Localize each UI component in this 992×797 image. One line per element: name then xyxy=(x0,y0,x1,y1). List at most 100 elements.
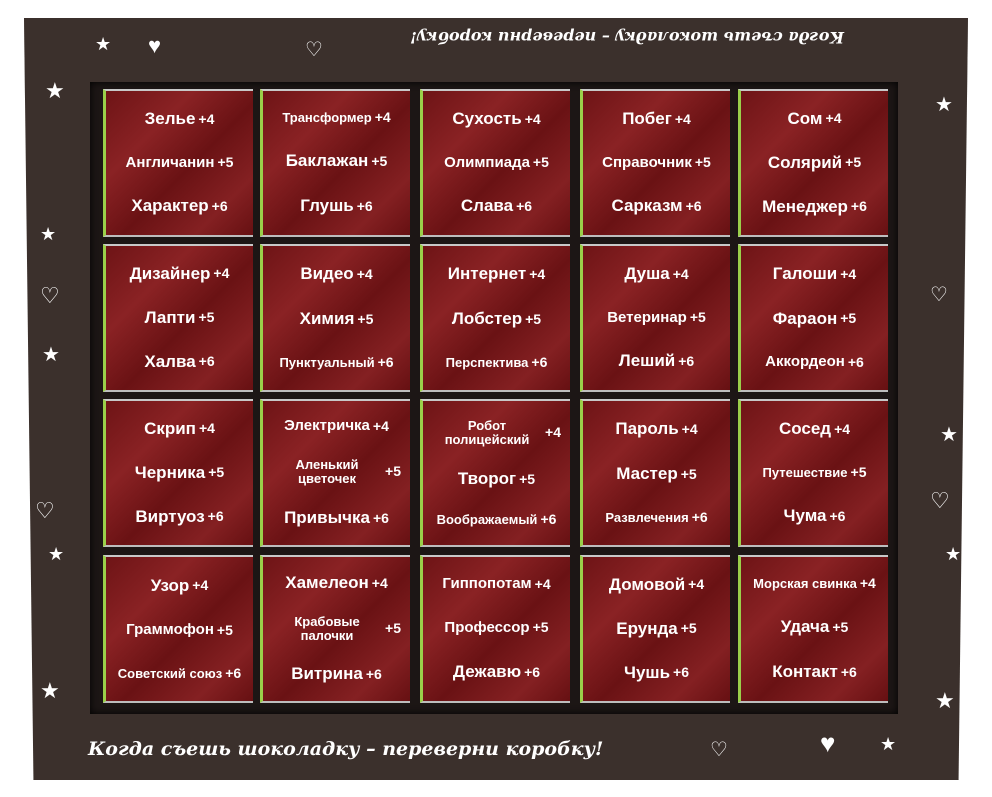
heart-icon: ♡ xyxy=(40,283,60,308)
word: Душа xyxy=(624,264,670,284)
points: +5 xyxy=(208,464,225,481)
word: Чума xyxy=(783,506,827,526)
word-line: Англичанин +5 xyxy=(126,154,234,172)
points: +6 xyxy=(847,354,864,370)
word: Перспектива xyxy=(445,354,529,370)
word: Узор xyxy=(150,575,190,595)
heart-icon: ♥ xyxy=(148,33,162,58)
word-line: Перспектива +6 xyxy=(445,354,548,370)
points: +6 xyxy=(540,511,557,528)
word-line: Солярий +5 xyxy=(767,152,862,173)
points: +6 xyxy=(524,663,541,680)
points: +5 xyxy=(525,310,542,327)
heart-icon: ♡ xyxy=(710,739,728,761)
points: +5 xyxy=(680,465,697,482)
chocolate-tile: Галоши +4 Фараон +5 Аккордеон +6 xyxy=(738,244,888,392)
points: +6 xyxy=(685,197,702,214)
chocolate-tile: Скрип +4 Черника +5 Виртуоз +6 xyxy=(103,399,253,547)
word: Виртуоз xyxy=(135,506,205,526)
word-line: Мастер +5 xyxy=(616,465,696,484)
word: Пароль xyxy=(615,419,679,439)
points: +6 xyxy=(516,197,533,214)
word: Характер xyxy=(131,196,209,216)
word: Витрина xyxy=(291,664,363,684)
word: Аленький цветочек xyxy=(295,456,359,486)
word: Воображаемый xyxy=(436,511,538,527)
points: +4 xyxy=(681,420,698,437)
word-line: Олимпиада +5 xyxy=(444,154,549,172)
chocolate-tile: Побег +4 Справочник +5 Сарказм +6 xyxy=(580,89,730,237)
word: Аккордеон xyxy=(765,353,845,371)
word: Мастер xyxy=(616,464,678,484)
word-line: Аккордеон +6 xyxy=(765,354,864,371)
word-line: Чума +6 xyxy=(783,506,846,526)
word: Галоши xyxy=(772,264,838,284)
heart-icon: ♡ xyxy=(930,284,948,306)
star-icon: ★ xyxy=(40,678,60,703)
chocolate-tile: Пароль +4 Мастер +5 Развлечения +6 xyxy=(580,399,730,547)
word: Путешествие xyxy=(762,464,848,480)
chocolate-tile: Хамелеон +4 Крабовые палочки +5 Витрина +6 xyxy=(260,555,410,703)
word-line: Характер +6 xyxy=(131,197,227,216)
points: +5 xyxy=(217,154,234,171)
points: +6 xyxy=(207,508,224,525)
word: Солярий xyxy=(767,152,843,172)
star-icon: ★ xyxy=(940,424,958,446)
star-icon: ★ xyxy=(935,688,955,713)
points: +4 xyxy=(840,265,857,282)
word-line: Морская свинка +4 xyxy=(753,575,876,591)
chocolate-tile: Видео +4 Химия +5 Пунктуальный +6 xyxy=(260,244,410,392)
word-line: Пунктуальный +6 xyxy=(279,354,393,370)
bottom-caption: Когда съешь шоколадку – переверни коробк… xyxy=(88,738,604,760)
word-line: Слава +6 xyxy=(461,197,532,216)
points: +5 xyxy=(694,154,711,171)
star-icon: ★ xyxy=(48,544,65,564)
points: +4 xyxy=(529,265,546,282)
word: Лапти xyxy=(144,307,196,327)
word: Халва xyxy=(144,351,196,371)
word: Хамелеон xyxy=(285,573,369,592)
word: Профессор xyxy=(444,618,530,636)
points: +5 xyxy=(519,470,536,487)
word: Сухость xyxy=(452,109,522,129)
chocolate-tile: Морская свинка +4 Удача +5 Контакт +6 xyxy=(738,555,888,703)
word-line: Справочник +5 xyxy=(602,154,711,172)
chocolate-tile: Гиппопотам +4 Профессор +5 Дежавю +6 xyxy=(420,555,570,703)
chocolate-tile: Сосед +4 Путешествие +5 Чума +6 xyxy=(738,399,888,547)
word-line: Трансформер +4 xyxy=(282,109,390,125)
word: Сарказм xyxy=(611,196,683,216)
points: +4 xyxy=(371,574,388,591)
points: +6 xyxy=(678,352,695,369)
star-icon: ★ xyxy=(945,544,962,564)
word: Домовой xyxy=(608,574,686,594)
word: Видео xyxy=(300,264,354,284)
points: +5 xyxy=(845,154,862,171)
word: Дизайнер xyxy=(129,263,211,283)
points: +4 xyxy=(356,265,373,282)
points: +5 xyxy=(532,619,549,636)
word-line: Черника +5 xyxy=(134,462,225,483)
points: +4 xyxy=(524,110,541,127)
word-line: Фараон +5 xyxy=(773,309,856,329)
chocolate-tile: Узор +4 Граммофон +5 Советский союз +6 xyxy=(103,555,253,703)
word: Пунктуальный xyxy=(279,354,375,370)
star-icon: ★ xyxy=(45,78,65,103)
word-line: Лапти +5 xyxy=(144,307,215,328)
chocolate-tile: Сухость +4 Олимпиада +5 Слава +6 xyxy=(420,89,570,237)
word: Советский союз xyxy=(117,665,223,681)
word-line: Пароль +4 xyxy=(615,420,697,439)
word-line: Узор +4 xyxy=(150,575,209,596)
word-line: Профессор +5 xyxy=(444,618,549,637)
word: Сосед xyxy=(778,419,832,439)
word: Привычка xyxy=(284,507,370,527)
word-line: Крабовые палочки +5 xyxy=(272,614,401,644)
word-line: Воображаемый +6 xyxy=(436,511,557,528)
word-line: Химия +5 xyxy=(300,310,374,329)
word-line: Зелье +4 xyxy=(145,109,215,129)
word: Интернет xyxy=(447,264,527,284)
word-line: Душа +4 xyxy=(624,264,688,284)
points: +6 xyxy=(850,198,867,215)
word: Ветеринар xyxy=(607,308,687,326)
word: Черника xyxy=(134,462,206,482)
word-line: Гиппопотам +4 xyxy=(442,576,550,593)
